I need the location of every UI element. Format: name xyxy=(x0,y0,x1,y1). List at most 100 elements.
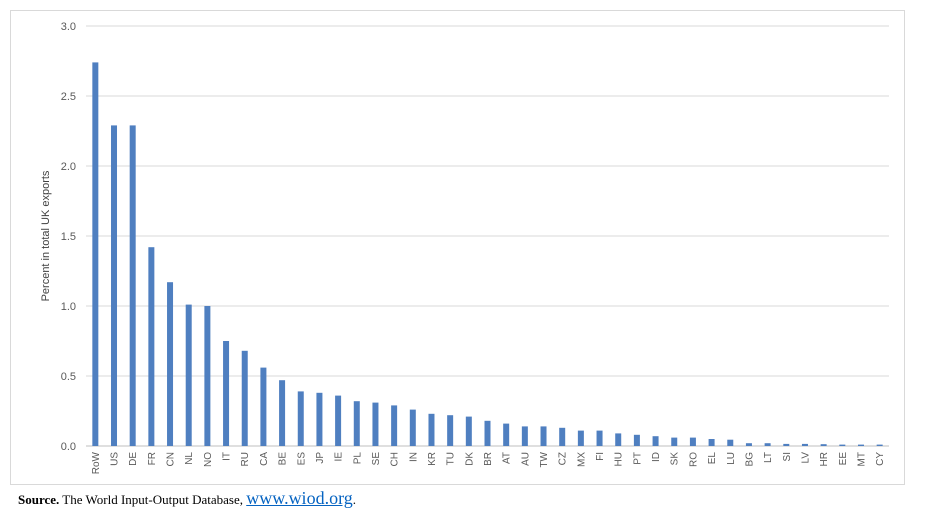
y-tick-label: 0.5 xyxy=(61,371,76,383)
gridlines xyxy=(86,25,889,447)
x-tick-label: HU xyxy=(614,452,625,466)
x-tick-label: BG xyxy=(744,452,755,467)
x-tick-label: JP xyxy=(315,452,326,464)
bar-es xyxy=(297,391,304,446)
bar-si xyxy=(783,443,790,446)
bar-lu xyxy=(727,439,734,446)
x-tick-label: TW xyxy=(539,451,550,467)
bar-jp xyxy=(316,392,323,446)
x-tick-label: DE xyxy=(128,452,139,466)
x-tick-label: EE xyxy=(838,452,849,466)
x-tick-label: BE xyxy=(278,452,289,466)
bar-be xyxy=(279,380,286,446)
bar-sk xyxy=(671,437,678,446)
x-tick-label: SI xyxy=(782,452,793,461)
bar-hr xyxy=(820,444,827,446)
x-tick-label: RU xyxy=(240,452,251,466)
x-tick-label: CH xyxy=(390,452,401,466)
bar-us xyxy=(111,125,118,447)
bar-cn xyxy=(167,282,174,446)
x-tick-label: BR xyxy=(483,452,494,466)
bar-row xyxy=(92,62,99,447)
bar-dk xyxy=(465,416,472,446)
y-tick-label: 0.0 xyxy=(61,441,76,453)
bar-in xyxy=(409,409,416,446)
bar-nl xyxy=(185,304,192,446)
bar-se xyxy=(372,402,379,446)
x-tick-label: CA xyxy=(259,452,270,466)
bar-el xyxy=(708,439,715,446)
bar-ro xyxy=(689,437,696,446)
x-tick-label: ID xyxy=(651,452,662,462)
x-tick-label: RO xyxy=(688,452,699,467)
chart-frame: 0.0 0.5 1.0 1.5 2.0 2.5 3.0 RoW US DE FR CN NL NO IT R… xyxy=(10,10,905,485)
bar-pt xyxy=(633,434,640,446)
x-tick-label: ES xyxy=(296,452,307,466)
x-tick-label: LU xyxy=(726,452,737,465)
x-tick-label: CN xyxy=(166,452,177,466)
bar-ee xyxy=(839,444,846,446)
bar-mt xyxy=(857,444,864,446)
y-tick-label: 2.0 xyxy=(61,161,76,173)
x-tick-label: DK xyxy=(464,452,475,466)
bar-br xyxy=(484,420,491,446)
y-axis-ticks: 0.0 0.5 1.0 1.5 2.0 2.5 3.0 xyxy=(61,21,76,453)
x-tick-label: NL xyxy=(184,452,195,465)
y-axis-title: Percent in total UK exports xyxy=(40,170,52,301)
bar-de xyxy=(129,125,136,447)
bar-it xyxy=(223,341,230,446)
bar-no xyxy=(204,306,211,446)
x-tick-label: SK xyxy=(670,452,681,466)
bar-cz xyxy=(559,427,566,446)
x-tick-label: AT xyxy=(502,452,513,464)
bar-fr xyxy=(148,247,155,446)
x-tick-label: SE xyxy=(371,452,382,466)
bar-id xyxy=(652,436,659,446)
x-tick-label: NO xyxy=(203,452,214,467)
bar-kr xyxy=(428,413,435,446)
x-tick-label: EL xyxy=(707,452,718,465)
x-tick-label: LT xyxy=(763,452,774,463)
bar-ch xyxy=(391,405,398,446)
x-tick-label: RoW xyxy=(91,451,102,474)
x-tick-label: MT xyxy=(856,452,867,466)
bar-ca xyxy=(260,367,267,446)
source-label: Source. xyxy=(18,492,60,507)
source-note: Source. The World Input-Output Database,… xyxy=(18,488,356,509)
source-end: . xyxy=(352,492,356,507)
source-link[interactable]: www.wiod.org xyxy=(246,488,353,508)
bar-au xyxy=(521,426,528,446)
x-axis-labels: RoW US DE FR CN NL NO IT RU CA BE ES JP IE PL SE CH IN KR T… xyxy=(91,451,886,474)
x-tick-label: CY xyxy=(875,452,886,466)
bar-bg xyxy=(745,443,752,446)
x-tick-label: IN xyxy=(408,452,419,462)
source-text: The World Input-Output Database, xyxy=(59,492,247,507)
x-tick-label: IT xyxy=(222,452,233,461)
bar-ru xyxy=(241,350,248,446)
y-tick-label: 1.0 xyxy=(61,301,76,313)
y-tick-label: 3.0 xyxy=(61,21,76,33)
x-tick-label: US xyxy=(110,452,121,466)
bar-tu xyxy=(447,415,454,446)
bars xyxy=(92,62,883,447)
x-tick-label: TU xyxy=(446,452,457,465)
bar-chart: 0.00.51.01.52.02.53.0 RoW US DE FR CN NL NO IT R… xyxy=(40,21,889,474)
x-tick-label: PL xyxy=(352,452,363,465)
bar-cy xyxy=(876,444,883,446)
bar-ie xyxy=(335,395,342,446)
bar-tw xyxy=(540,426,547,446)
bar-lv xyxy=(801,443,808,446)
x-tick-label: IE xyxy=(334,452,345,462)
x-tick-label: MX xyxy=(576,452,587,467)
bar-at xyxy=(503,423,510,446)
x-tick-label: KR xyxy=(427,452,438,466)
bar-fi xyxy=(596,430,603,446)
y-tick-label: 1.5 xyxy=(61,231,76,243)
bar-mx xyxy=(577,430,584,446)
x-tick-label: FI xyxy=(595,452,606,461)
x-tick-label: LV xyxy=(800,452,811,464)
x-tick-label: FR xyxy=(147,452,158,465)
bar-pl xyxy=(353,401,360,446)
x-tick-label: CZ xyxy=(558,452,569,465)
x-tick-label: PT xyxy=(632,452,643,465)
